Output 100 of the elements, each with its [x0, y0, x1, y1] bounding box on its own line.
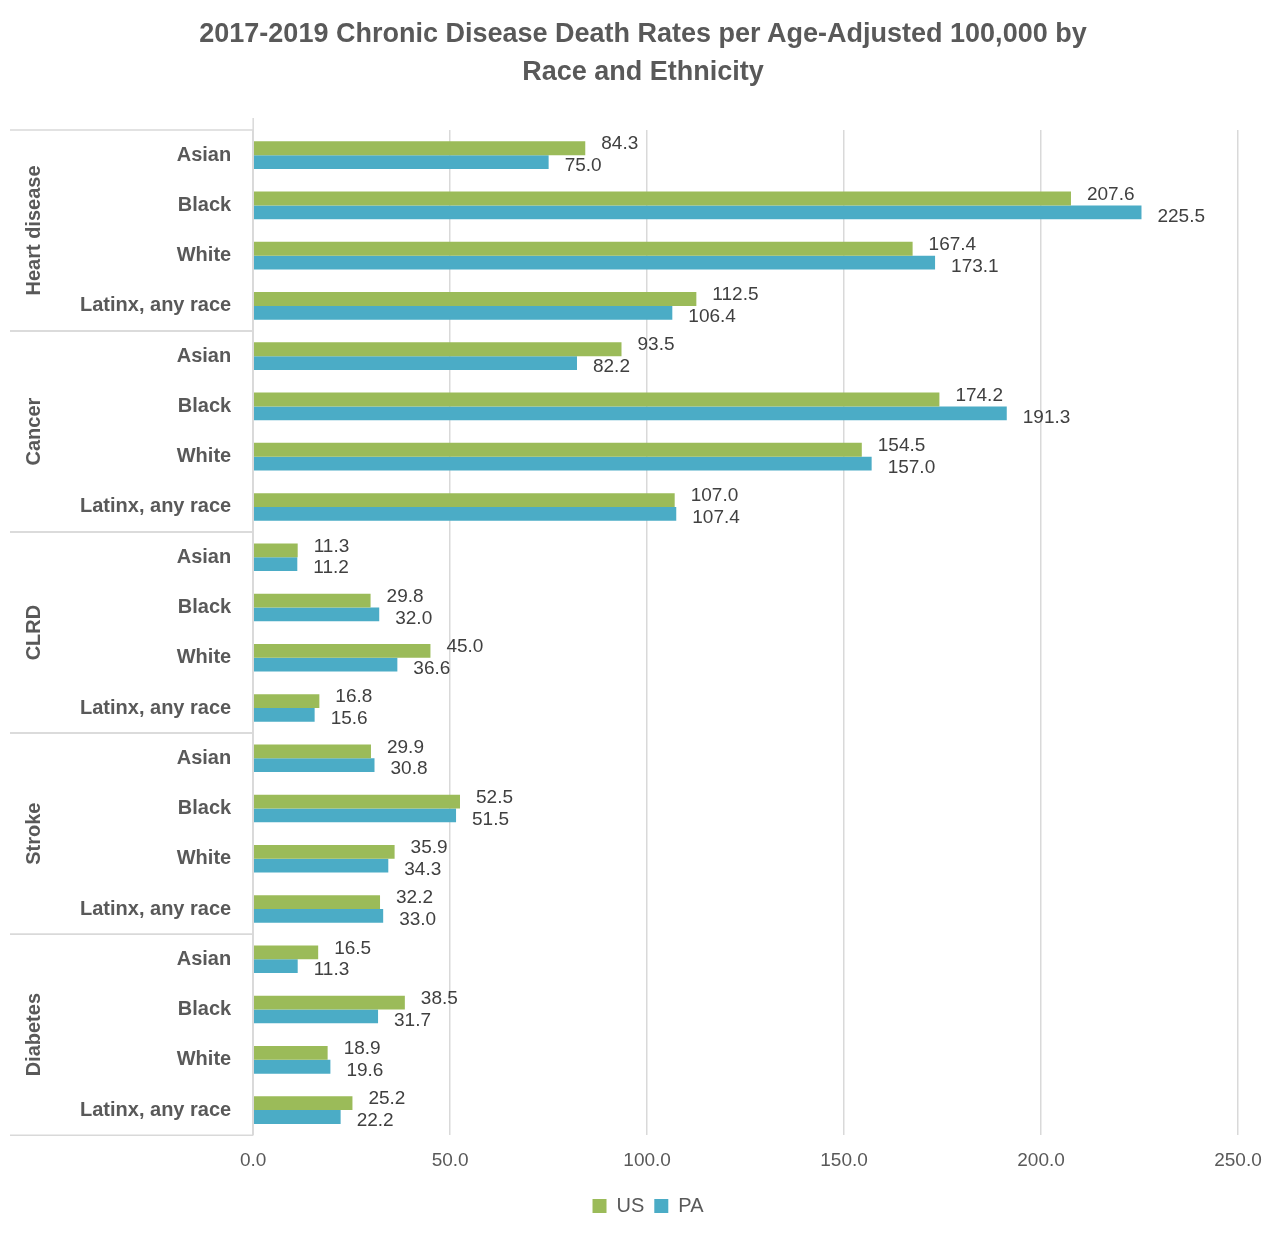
data-label: 31.7 [394, 1008, 432, 1030]
bar [253, 392, 940, 407]
chart-title: 2017-2019 Chronic Disease Death Rates per Age-Adjusted 100,000 by Race and Ethnicity [198, 17, 1088, 88]
bar [253, 255, 936, 270]
y-tick-label: White [176, 1047, 232, 1070]
y-tick-label: Asian [176, 343, 232, 366]
bar [253, 241, 913, 256]
data-label: 32.2 [396, 886, 434, 908]
y-tick-label: Asian [176, 946, 232, 969]
y-tick-label: Latinx, any race [79, 695, 232, 718]
x-tick-label: 150.0 [820, 1148, 868, 1170]
legend-label: US [616, 1193, 645, 1216]
y-tick-label: Black [177, 594, 233, 617]
bar [253, 808, 457, 823]
text: Stroke [21, 802, 44, 865]
y-tick-label: Asian [176, 142, 232, 165]
data-label: 154.5 [877, 434, 926, 456]
data-label: 38.5 [420, 986, 458, 1008]
text: Heart disease [21, 165, 44, 296]
data-label: 52.5 [475, 785, 513, 807]
bar [253, 1059, 331, 1074]
bar [253, 694, 320, 708]
y-tick-label: Asian [176, 544, 232, 567]
data-label: 35.9 [410, 836, 448, 858]
data-label: 33.0 [399, 908, 437, 930]
data-label: 107.0 [690, 484, 739, 506]
data-label: 16.8 [335, 685, 373, 707]
text: Diabetes [21, 992, 44, 1077]
x-tick-label: 0.0 [239, 1148, 267, 1170]
bar [253, 141, 586, 156]
bar [253, 442, 862, 457]
y-tick-label: White [176, 243, 232, 266]
bar [253, 557, 298, 572]
bar [253, 945, 319, 960]
y-tick-label: Black [177, 393, 233, 416]
data-label: 25.2 [368, 1087, 406, 1109]
data-label: 106.4 [688, 305, 737, 327]
data-label: 19.6 [346, 1058, 384, 1080]
bar [253, 909, 384, 923]
bar [253, 794, 460, 809]
y-tick-label: Black [177, 796, 233, 819]
bar [253, 959, 298, 974]
data-label: 112.5 [712, 283, 759, 305]
bar [253, 342, 622, 357]
bar [253, 1045, 328, 1060]
bar [253, 607, 380, 622]
bar [253, 205, 1142, 220]
y-tick-label: Latinx, any race [79, 293, 232, 316]
data-label: 11.3 [313, 534, 350, 556]
y-tick-label: Latinx, any race [79, 1097, 232, 1120]
bar [253, 657, 398, 672]
data-label: 18.9 [343, 1037, 381, 1059]
y-tick-label: White [176, 846, 232, 869]
data-label: 11.3 [313, 958, 350, 980]
data-label: 75.0 [564, 154, 602, 176]
bar [253, 292, 697, 306]
bar [253, 758, 375, 773]
bar [253, 493, 675, 507]
data-label: 51.5 [472, 807, 510, 829]
text: CLRD [21, 604, 44, 661]
bar [253, 191, 1071, 206]
data-label: 93.5 [637, 333, 675, 355]
bar [253, 707, 315, 722]
bar [253, 1009, 379, 1024]
y-tick-label: Latinx, any race [79, 494, 232, 517]
bar [253, 356, 577, 370]
data-label: 15.6 [330, 707, 368, 729]
data-label: 34.3 [404, 857, 442, 879]
bar [253, 643, 431, 658]
y-tick-label: White [176, 444, 232, 467]
bar [253, 895, 381, 910]
data-label: 167.4 [928, 232, 977, 254]
data-label: 173.1 [951, 254, 999, 276]
data-label: 45.0 [446, 635, 484, 657]
bar [253, 1096, 353, 1111]
bar [253, 593, 371, 608]
legend-label: PA [678, 1193, 705, 1216]
data-label: 11.2 [313, 556, 349, 578]
data-label: 207.6 [1086, 182, 1135, 204]
bar [253, 858, 389, 873]
bar [253, 543, 298, 558]
data-label: 174.2 [955, 383, 1003, 405]
bar [253, 406, 1007, 421]
data-label: 30.8 [390, 757, 428, 779]
data-label: 22.2 [356, 1109, 394, 1131]
data-label: 82.2 [592, 355, 630, 377]
data-label: 157.0 [887, 455, 936, 477]
data-label: 29.8 [386, 584, 424, 606]
data-label: 36.6 [413, 656, 451, 678]
bar [253, 506, 677, 521]
x-tick-label: 100.0 [623, 1148, 671, 1170]
y-tick-label: Black [177, 192, 233, 215]
data-label: 191.3 [1022, 405, 1071, 427]
data-label: 29.9 [386, 735, 424, 757]
text: Cancer [21, 397, 44, 466]
bar [253, 744, 371, 759]
bar [253, 456, 872, 471]
data-label: 84.3 [601, 132, 639, 154]
bar [253, 1110, 341, 1124]
y-tick-label: Asian [176, 745, 232, 768]
